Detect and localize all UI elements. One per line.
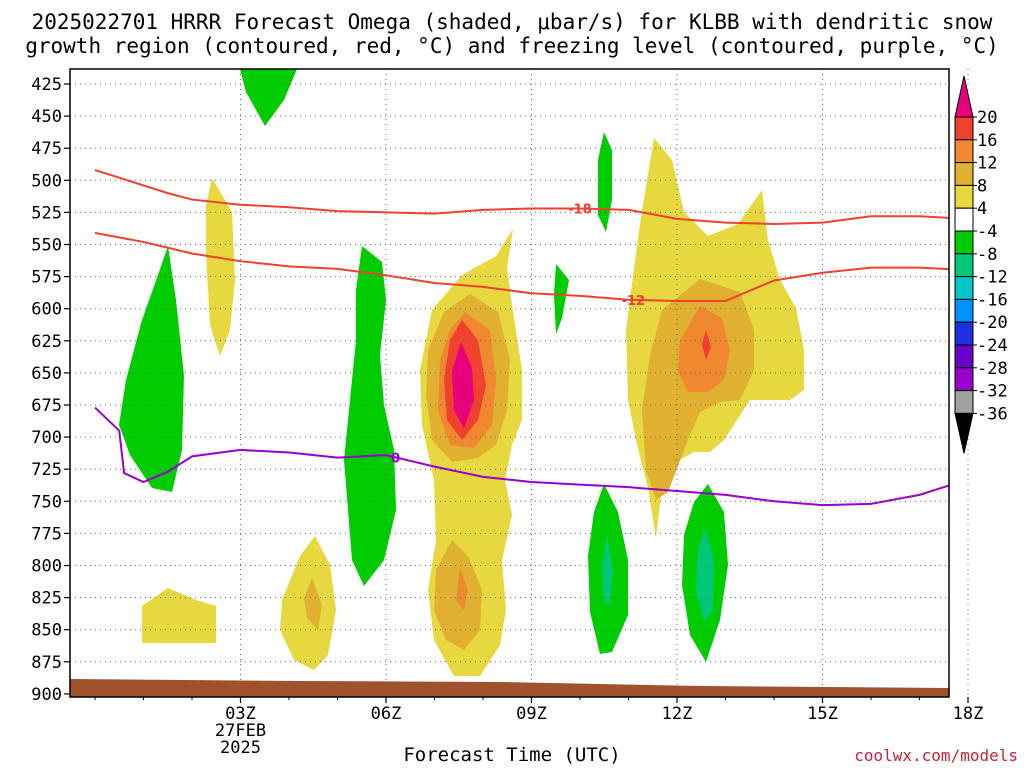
contour-line--18 [94,169,949,225]
colorbar-swatch [954,139,974,164]
omega-negative-region [119,246,184,492]
colorbar-swatch [954,367,974,392]
colorbar-label: 4 [977,199,987,219]
y-tick-label: 900 [31,685,62,705]
contour-line-0 [94,406,949,507]
colorbar-swatch [954,207,974,232]
y-tick-label: 500 [31,171,62,191]
colorbar: 20 16 128 4 -4 -8 -12-16 -20 -24 -28 -32-36 [954,75,1008,454]
y-tick-label: 775 [31,524,62,544]
omega-positive-region [142,588,216,643]
omega-positive-region [206,178,235,356]
y-tick-label: 575 [31,268,62,288]
contour-label: 0 [391,451,400,466]
colorbar-swatch [954,184,974,209]
x-tick-label: 15Z [807,704,838,724]
y-tick-label: 725 [31,460,62,480]
colorbar-label: 12 [977,154,997,174]
credit-text: coolwx.com/models [854,746,1018,765]
terrain-surface [70,679,949,697]
colorbar-swatch [954,412,974,454]
y-tick-label: 425 [31,75,62,95]
chart-title-line-2: growth region (contoured, red, °C) and f… [25,34,999,58]
y-tick-label: 475 [31,139,62,159]
y-tick-label: 825 [31,589,62,609]
colorbar-label: 16 [977,131,997,151]
colorbar-label: 8 [977,176,987,196]
omega-positive-region [304,578,322,630]
colorbar-label: -24 [977,336,1008,356]
x-tick-label: 09Z [516,704,547,724]
omega-negative-region [344,246,396,586]
omega-shading [119,69,804,676]
colorbar-swatch [954,230,974,255]
y-tick-label: 650 [31,364,62,384]
omega-negative-region [240,69,297,126]
x-tick-label: 06Z [371,704,402,724]
colorbar-label: -32 [977,382,1008,402]
omega-positive-region [456,568,468,610]
y-tick-label: 875 [31,653,62,673]
omega-positive-region [702,330,711,360]
contour-lines: -18 -12 0 [94,169,949,507]
colorbar-swatch [954,162,974,186]
y-tick-label: 675 [31,396,62,416]
y-tick-label: 850 [31,621,62,641]
contour-line--12 [94,231,949,302]
colorbar-label: -20 [977,313,1008,333]
colorbar-swatch [954,344,974,369]
x-tick-label: 18Z [953,704,984,724]
colorbar-swatch [954,75,974,118]
colorbar-label: -16 [977,290,1008,310]
colorbar-label: -12 [977,268,1008,288]
plot-frame [69,68,950,698]
chart-title-line-1: 2025022701 HRRR Forecast Omega (shaded, … [31,10,993,34]
x-tick-label: 12Z [662,704,693,724]
colorbar-swatch [954,276,974,300]
omega-negative-region [602,535,613,605]
colorbar-swatch [954,253,974,278]
date-label: 27FEB [215,721,266,741]
omega-negative-region [554,264,569,334]
colorbar-swatch [954,298,974,323]
colorbar-label: -8 [977,245,997,265]
y-tick-label: 800 [31,557,62,577]
omega-negative-region [598,132,612,232]
colorbar-label: -28 [977,359,1008,379]
y-tick-label: 750 [31,492,62,512]
colorbar-swatch [954,116,974,141]
date-label: 2025 [220,738,261,758]
y-tick-label: 550 [31,236,62,256]
x-tick-label: 03Z [225,704,256,724]
contour-label: -12 [622,294,646,309]
contour-label: -18 [568,203,592,218]
colorbar-swatch [954,390,974,414]
colorbar-label: 20 [977,108,997,128]
x-axis-label: Forecast Time (UTC) [403,744,621,766]
y-tick-label: 625 [31,332,62,352]
y-tick-label: 600 [31,300,62,320]
colorbar-swatch [954,321,974,346]
omega-negative-region [696,528,714,622]
y-tick-label: 450 [31,107,62,127]
y-tick-label: 525 [31,203,62,223]
y-axis: 425 450 475 500 525 550 575 600 625 650 675 700 725 7… [31,75,70,705]
omega-positive-region [452,342,474,428]
colorbar-label: -36 [977,404,1008,424]
y-tick-label: 700 [31,428,62,448]
colorbar-label: -4 [977,222,997,242]
